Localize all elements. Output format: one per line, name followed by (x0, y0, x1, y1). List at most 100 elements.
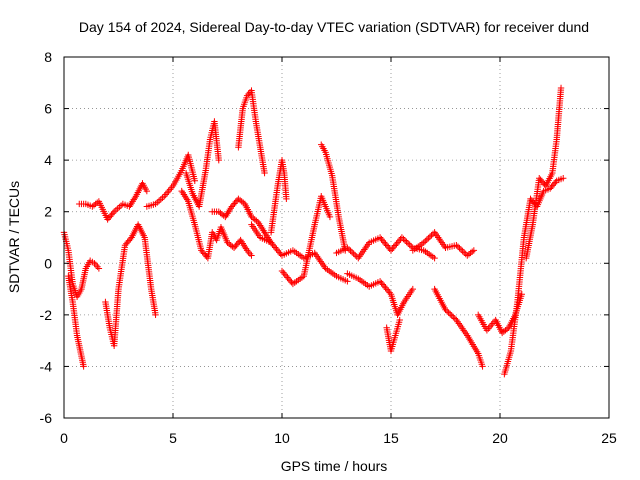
data-point (398, 234, 406, 241)
data-point (273, 245, 280, 253)
data-point (80, 363, 87, 370)
data-point (445, 309, 452, 316)
data-point (344, 244, 351, 252)
data-point (162, 191, 169, 198)
data-point (457, 246, 465, 253)
data-point (396, 316, 403, 324)
data-point (454, 243, 462, 250)
data-point (378, 279, 385, 287)
series-trace-9 (235, 87, 268, 177)
data-point (387, 247, 395, 254)
data-point (446, 310, 454, 318)
data-point (271, 244, 279, 251)
data-point (459, 247, 466, 255)
x-tick-label: 20 (492, 430, 508, 446)
y-tick-label: -6 (40, 410, 53, 426)
data-point (127, 235, 134, 243)
data-point (383, 286, 391, 293)
data-point (425, 235, 432, 242)
data-point (470, 247, 478, 254)
data-point (280, 269, 287, 276)
data-point (248, 252, 255, 259)
data-point (390, 243, 397, 251)
data-markers (60, 84, 567, 378)
x-tick-label: 5 (169, 430, 177, 446)
data-point (267, 239, 275, 246)
data-point (95, 265, 103, 272)
series-trace-2 (65, 272, 87, 370)
y-axis-ticks: -6 -4 -2 0 2 4 6 8 (40, 49, 609, 426)
data-point (286, 277, 294, 284)
data-point (453, 242, 460, 249)
x-axis-label: GPS time / hours (281, 458, 388, 474)
data-point (152, 311, 159, 319)
y-tick-label: -2 (40, 307, 53, 323)
data-point (274, 247, 282, 254)
data-point (386, 289, 393, 296)
data-point (451, 315, 459, 322)
data-point (393, 240, 400, 248)
data-point (423, 236, 431, 243)
data-point (404, 240, 412, 247)
series-trace-16 (383, 316, 403, 355)
data-point (486, 323, 494, 331)
data-point (347, 247, 354, 254)
data-point (94, 263, 101, 270)
data-point (450, 313, 457, 321)
data-point (285, 275, 293, 283)
plot-area (63, 56, 610, 419)
series-trace-1 (60, 229, 103, 301)
data-point (420, 239, 427, 246)
data-point (345, 246, 353, 253)
data-point (518, 291, 525, 298)
data-point (166, 186, 174, 193)
data-point (391, 242, 399, 249)
data-point (460, 249, 468, 256)
y-tick-label: 2 (44, 204, 52, 220)
data-point (552, 179, 559, 186)
series-trace-4 (102, 221, 159, 349)
data-point (378, 235, 385, 243)
data-point (385, 243, 392, 251)
x-tick-label: 25 (601, 430, 617, 446)
chart-title: Day 154 of 2024, Sidereal Day-to-day VTE… (79, 19, 589, 35)
data-point (284, 274, 291, 281)
data-point (422, 237, 429, 245)
series-trace-7 (182, 118, 222, 210)
data-point (382, 284, 389, 291)
data-point (283, 195, 290, 203)
x-axis-ticks: 0 5 10 15 20 25 (60, 57, 617, 446)
series-trace-15 (344, 270, 416, 319)
data-point (261, 169, 268, 177)
data-point (281, 271, 288, 278)
data-point (269, 241, 276, 248)
data-point (409, 285, 416, 293)
data-point (403, 238, 410, 246)
data-point (394, 239, 402, 246)
data-point (395, 237, 403, 244)
data-point (401, 237, 409, 244)
data-point (276, 249, 283, 256)
data-point (389, 245, 396, 252)
series-trace-12 (278, 193, 334, 288)
data-point (557, 84, 565, 92)
data-point (406, 241, 413, 249)
y-tick-label: 6 (44, 101, 52, 117)
data-point (479, 363, 486, 370)
data-point (428, 232, 435, 239)
data-point (163, 189, 171, 197)
data-point (456, 244, 463, 252)
data-point (109, 210, 117, 217)
data-point (382, 240, 389, 248)
data-point (278, 267, 286, 275)
x-tick-label: 0 (60, 430, 68, 446)
data-point (379, 281, 387, 288)
series-trace-5 (143, 151, 198, 210)
series-trace-14 (333, 234, 438, 262)
data-point (191, 177, 198, 184)
series-trace-20 (501, 174, 567, 378)
data-point (246, 250, 254, 258)
data-point (376, 278, 384, 285)
data-point (277, 250, 284, 258)
